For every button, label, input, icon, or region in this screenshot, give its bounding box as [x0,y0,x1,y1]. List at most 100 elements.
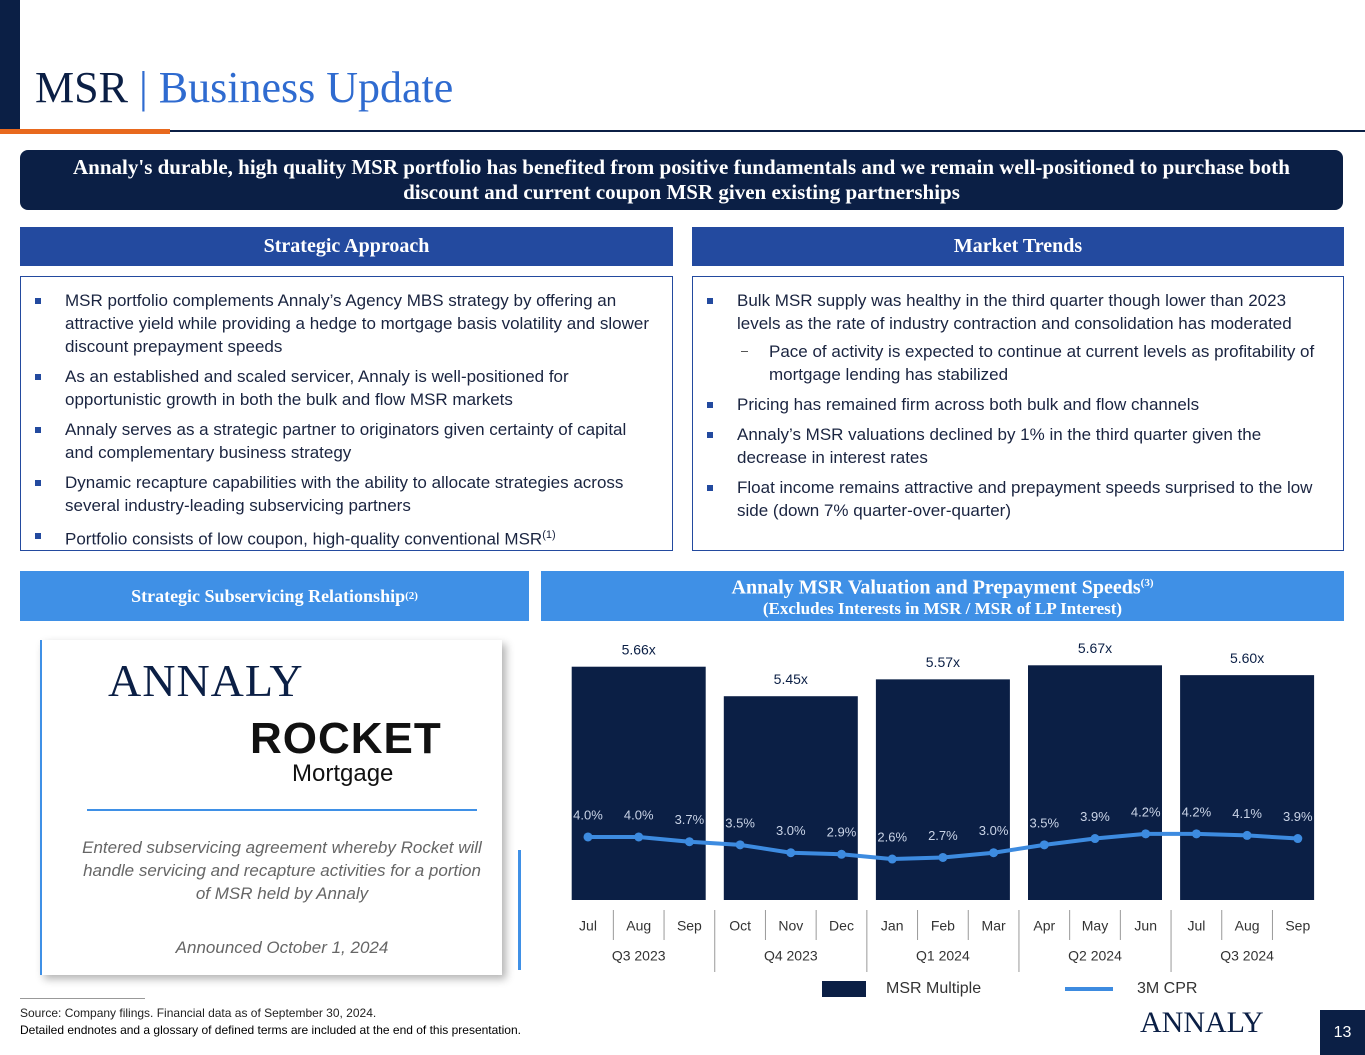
x-tick-label: Jul [579,918,597,934]
title: MSR | Business Update [35,62,453,113]
page-number: 13 [1320,1010,1365,1055]
x-tick-label: Oct [729,918,751,934]
cpr-point [837,849,846,859]
logo: ROCKET [250,714,442,763]
cpr-point [735,840,745,850]
accent-line [0,129,170,134]
announced: Announced October 1, 2024 [175,938,389,957]
cpr-label: 3.9% [1283,809,1313,824]
cpr-point [1141,829,1151,839]
bar-label: 5.60x [1230,650,1264,666]
bar-label: 5.57x [926,654,960,670]
section-heading: Market Trends [692,227,1344,266]
cpr-point [786,848,796,858]
banner: Annaly's durable, high quality MSR portf… [20,150,1343,210]
bullet-text: Portfolio consists of low coupon, high-q… [65,529,543,549]
accent [518,850,521,970]
x-tick-label: Nov [778,918,803,934]
bullet-text: MSR portfolio complements Annaly’s Agenc… [65,291,649,356]
side-bar [0,0,20,130]
cpr-label: 4.2% [1182,804,1212,819]
cpr-point [1191,829,1201,839]
x-tick-label: Mar [982,918,1006,934]
bullet: MSR portfolio complements Annaly’s Agenc… [35,289,654,358]
cpr-point [938,852,948,862]
cpr-label: 4.1% [1232,806,1262,821]
logo: Mortgage [292,760,394,787]
cpr-label: 4.2% [1131,804,1161,819]
bar-label: 5.67x [1078,640,1112,656]
x-tick-label: Sep [1285,918,1310,934]
bar [723,696,858,900]
cpr-point [634,832,644,842]
x-tick-label: Jul [1187,918,1205,934]
bullet-text: Annaly’s MSR valuations declined by 1% i… [737,425,1262,467]
x-tick-label: May [1082,918,1108,934]
bullet-text: Annaly serves as a strategic partner to … [65,420,627,462]
x-tick-label: Apr [1033,918,1055,934]
partner-card: ANNALY ROCKET Mortgage Entered subservic… [40,640,502,975]
bar-label: 5.66x [622,641,656,657]
section-heading: Strategic Subservicing Relationship (2) [20,571,529,621]
legend-label: 3M CPR [1137,980,1197,997]
endnotes: Detailed endnotes and a glossary of defi… [20,1023,521,1037]
bar [1028,665,1162,900]
bullet-text: Bulk MSR supply was healthy in the third… [737,291,1292,333]
bullet-text: Dynamic recapture capabilities with the … [65,473,624,515]
logo: ANNALY [108,655,304,706]
quarter-label: Q1 2024 [916,948,970,964]
legend-swatch [822,981,866,997]
bullet: As an established and scaled servicer, A… [35,365,654,411]
heading-text: Strategic Subservicing Relationship [131,585,406,606]
sub-bullet: Pace of activity is expected to continue… [707,340,1325,386]
footer-logo: ANNALY [1140,1006,1264,1039]
title-text: Business Update [158,63,454,112]
cpr-point [684,837,694,847]
bullet-text: As an established and scaled servicer, A… [65,367,569,409]
bullet: Pricing has remained firm across both bu… [707,393,1325,416]
cpr-point [1242,830,1252,840]
title-prefix: MSR [35,63,128,112]
bullet: Dynamic recapture capabilities with the … [35,471,654,517]
cpr-label: 2.7% [928,828,958,843]
cpr-point [1090,834,1100,844]
bar [1180,675,1315,900]
quarter-label: Q2 2024 [1068,948,1122,964]
cpr-point [989,848,999,858]
quarter-label: Q3 2023 [612,948,666,964]
rule [170,130,1365,132]
description: Entered subservicing agreement whereby R… [82,838,482,903]
footnote-ref: (3) [1140,576,1154,589]
cpr-point [583,832,593,842]
bullet: Annaly’s MSR valuations declined by 1% i… [707,423,1325,469]
title-separator: | [138,63,148,112]
x-tick-label: Feb [931,918,955,934]
bullet-text: Pricing has remained firm across both bu… [737,395,1200,414]
bullet-box: MSR portfolio complements Annaly’s Agenc… [20,276,673,551]
x-tick-label: Aug [1235,918,1260,934]
bullet: Portfolio consists of low coupon, high-q… [35,524,654,551]
bar-label: 5.45x [774,671,808,687]
footnote-ref: (2) [405,590,418,602]
cpr-label: 3.7% [675,812,705,827]
bullet-box: Bulk MSR supply was healthy in the third… [692,276,1344,551]
cpr-label: 3.9% [1080,809,1110,824]
cpr-point [1039,840,1049,850]
cpr-label: 3.0% [979,823,1009,838]
x-tick-label: Sep [677,918,702,934]
cpr-point [887,854,897,864]
x-tick-label: Jan [881,918,904,934]
chart-heading: Annaly MSR Valuation and Prepayment Spee… [541,571,1344,621]
bullet: Bulk MSR supply was healthy in the third… [707,289,1325,335]
bar [571,666,706,900]
cpr-label: 4.0% [624,807,654,822]
footnote-ref: (1) [542,529,556,541]
bullet-text: Pace of activity is expected to continue… [769,342,1315,384]
legend-label: MSR Multiple [886,980,981,997]
cpr-label: 2.6% [877,829,907,844]
footnote-rule [20,998,145,999]
divider [87,809,477,811]
source: Source: Company filings. Financial data … [20,1006,377,1020]
cpr-label: 4.0% [573,807,603,822]
